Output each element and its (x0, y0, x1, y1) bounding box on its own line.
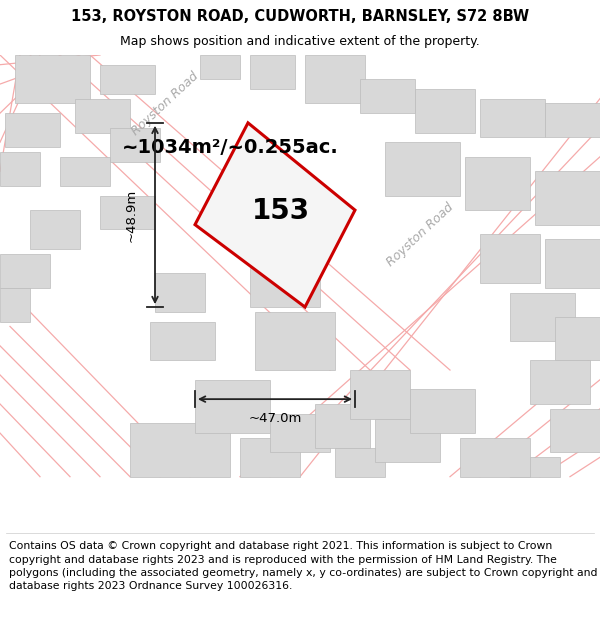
Text: Royston Road: Royston Road (384, 200, 456, 269)
Polygon shape (110, 127, 160, 162)
Polygon shape (510, 458, 560, 477)
Polygon shape (240, 438, 300, 477)
Text: Contains OS data © Crown copyright and database right 2021. This information is : Contains OS data © Crown copyright and d… (9, 541, 598, 591)
Polygon shape (480, 99, 545, 138)
Polygon shape (195, 380, 270, 433)
Polygon shape (15, 55, 90, 104)
Polygon shape (510, 292, 575, 341)
Polygon shape (75, 99, 130, 132)
Polygon shape (130, 423, 230, 477)
Polygon shape (150, 322, 215, 361)
Polygon shape (30, 210, 80, 249)
Polygon shape (550, 409, 600, 452)
Polygon shape (195, 123, 355, 307)
Text: 153, ROYSTON ROAD, CUDWORTH, BARNSLEY, S72 8BW: 153, ROYSTON ROAD, CUDWORTH, BARNSLEY, S… (71, 9, 529, 24)
Polygon shape (545, 104, 600, 138)
Polygon shape (250, 268, 320, 307)
Text: ~47.0m: ~47.0m (248, 412, 302, 425)
Polygon shape (255, 312, 335, 370)
Polygon shape (360, 79, 415, 113)
Polygon shape (375, 419, 440, 462)
Polygon shape (250, 55, 295, 89)
Polygon shape (155, 273, 205, 312)
Polygon shape (305, 55, 365, 104)
Polygon shape (530, 361, 590, 404)
Polygon shape (410, 389, 475, 433)
Polygon shape (350, 370, 410, 419)
Text: Map shows position and indicative extent of the property.: Map shows position and indicative extent… (120, 35, 480, 48)
Polygon shape (0, 288, 30, 322)
Polygon shape (465, 157, 530, 210)
Polygon shape (270, 414, 330, 452)
Text: ~48.9m: ~48.9m (125, 188, 137, 242)
Polygon shape (0, 254, 50, 288)
Polygon shape (535, 171, 600, 224)
Polygon shape (545, 239, 600, 288)
Text: 153: 153 (251, 198, 310, 226)
Polygon shape (100, 65, 155, 94)
Polygon shape (415, 89, 475, 132)
Polygon shape (460, 438, 530, 477)
Polygon shape (200, 55, 240, 79)
Polygon shape (0, 152, 40, 186)
Polygon shape (385, 142, 460, 196)
Polygon shape (60, 157, 110, 186)
Polygon shape (5, 113, 60, 147)
Text: Royston Road: Royston Road (129, 69, 201, 138)
Polygon shape (555, 317, 600, 361)
Polygon shape (100, 196, 155, 229)
Polygon shape (315, 404, 370, 448)
Polygon shape (335, 448, 385, 477)
Polygon shape (480, 234, 540, 282)
Text: ~1034m²/~0.255ac.: ~1034m²/~0.255ac. (122, 138, 338, 157)
